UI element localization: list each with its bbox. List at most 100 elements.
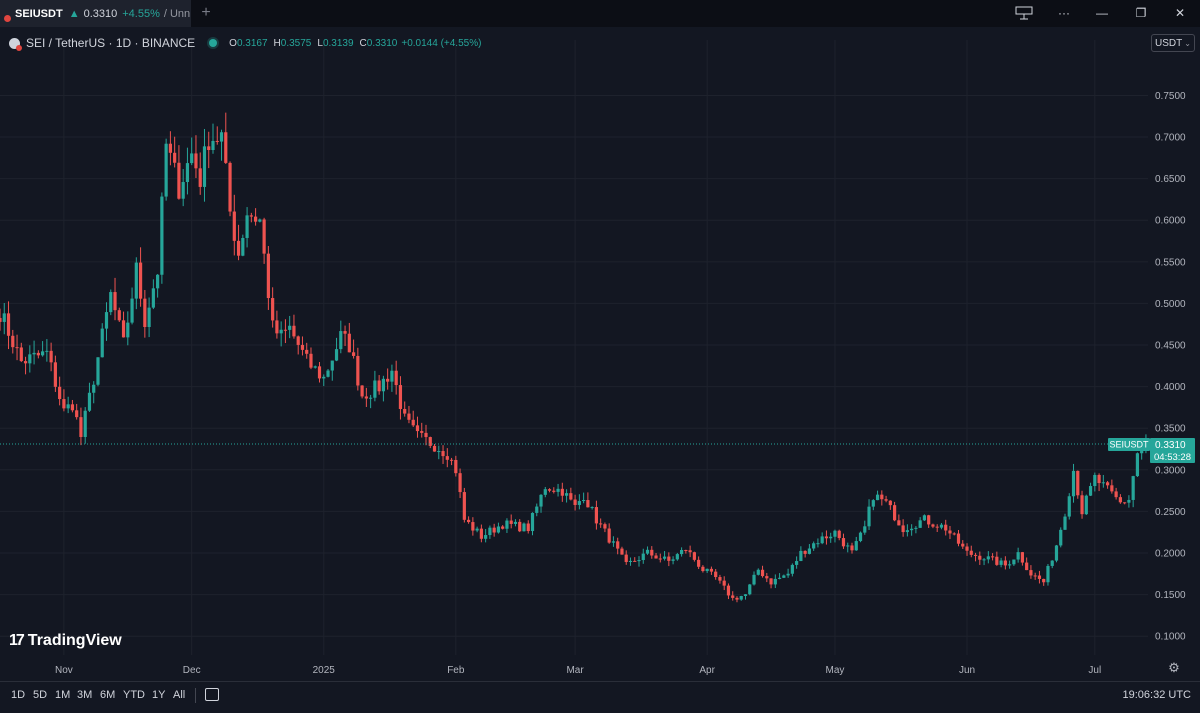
range-ytd[interactable]: YTD <box>123 689 145 701</box>
candle-body <box>535 506 539 513</box>
candle-body <box>901 525 905 533</box>
candle-body <box>381 378 385 392</box>
candle-body <box>735 597 739 600</box>
candle-body <box>1131 476 1135 500</box>
range-3m[interactable]: 3M <box>77 689 93 701</box>
candle-body <box>863 526 867 533</box>
range-all[interactable]: All <box>173 689 186 701</box>
candle-body <box>726 585 731 596</box>
calendar-icon[interactable] <box>205 688 219 701</box>
candle-body <box>714 571 718 578</box>
candle-body <box>1025 562 1029 571</box>
candle-body <box>147 307 151 327</box>
candle-body <box>41 351 45 356</box>
y-tick-label: 0.4500 <box>1155 341 1186 352</box>
candle-body <box>1059 529 1063 546</box>
candle-body <box>181 182 185 199</box>
candle-body <box>232 211 236 241</box>
candle-body <box>858 532 863 542</box>
candle-body <box>705 568 709 572</box>
new-tab-icon[interactable]: + <box>201 4 211 21</box>
utc-clock[interactable]: 19:06:32 UTC <box>1122 689 1191 701</box>
candle-body <box>812 543 816 549</box>
candle-body <box>228 162 232 212</box>
candle-body <box>948 530 952 534</box>
candle-body <box>275 320 279 334</box>
candle-body <box>688 550 692 553</box>
candle-body <box>795 561 799 565</box>
candle-body <box>569 493 573 500</box>
candle-body <box>479 528 483 539</box>
range-1y[interactable]: 1Y <box>152 689 166 701</box>
candle-body <box>496 526 501 533</box>
y-tick-label: 0.3500 <box>1155 424 1186 435</box>
candle-body <box>343 331 347 334</box>
restore-icon[interactable]: ❐ <box>1135 6 1147 20</box>
candle-body <box>990 556 995 558</box>
candle-body <box>202 146 207 187</box>
range-5d[interactable]: 5D <box>33 689 48 701</box>
candle-body <box>1008 564 1012 566</box>
candle-body <box>769 578 773 585</box>
candle-body <box>394 370 398 386</box>
candle-body <box>164 143 168 197</box>
candle-body <box>999 560 1003 565</box>
more-icon[interactable]: ··· <box>1058 6 1070 20</box>
x-tick-label: Apr <box>699 665 715 676</box>
candle-body <box>258 219 262 222</box>
candle-body <box>790 564 794 574</box>
symbol-title[interactable]: SEI / TetherUS · 1D · BINANCE <box>26 36 196 50</box>
range-1d[interactable]: 1D <box>11 689 26 701</box>
candle-body <box>799 550 803 562</box>
candle-body <box>739 596 743 600</box>
range-1m[interactable]: 1M <box>55 689 71 701</box>
candle-body <box>292 325 296 337</box>
candle-body <box>300 344 305 350</box>
candle-body <box>1127 499 1131 503</box>
range-6m[interactable]: 6M <box>100 689 116 701</box>
candle-body <box>445 456 449 460</box>
candle-body <box>918 520 922 528</box>
layout-icon[interactable] <box>1009 3 1039 23</box>
candle-body <box>420 431 424 433</box>
candle-body <box>151 288 155 308</box>
candle-body <box>1101 482 1105 484</box>
candle-body <box>645 549 650 554</box>
candle-body <box>509 520 513 524</box>
candle-body <box>637 560 641 562</box>
candle-body <box>526 523 530 532</box>
candle-body <box>266 253 270 299</box>
candle-body <box>441 451 445 457</box>
candle-body <box>492 527 496 533</box>
candle-body <box>36 352 40 356</box>
candle-body <box>488 527 492 536</box>
close-icon[interactable]: ✕ <box>1174 6 1186 20</box>
candle-body <box>283 329 288 331</box>
candle-body <box>1080 495 1084 515</box>
currency-select[interactable]: USDT ⌄ <box>1151 34 1195 52</box>
bottom-toolbar: 1D 5D 1M 3M 6M YTD 1Y All 19:06:32 UTC <box>0 681 1200 709</box>
candle-body <box>271 298 275 321</box>
candle-body <box>245 215 249 238</box>
minimize-icon[interactable]: — <box>1096 6 1108 20</box>
candle-body <box>364 396 368 399</box>
tradingview-mark-icon: 17 <box>9 632 25 649</box>
candle-body <box>1050 560 1054 566</box>
candle-body <box>931 524 935 527</box>
candle-body <box>1046 565 1050 583</box>
candle-body <box>833 530 837 537</box>
candle-body <box>219 132 224 142</box>
candle-body <box>965 546 969 551</box>
candle-body <box>66 404 70 409</box>
chart-tab[interactable]: SEIUSDT ▲ 0.3310 +4.55% / Unn... <box>0 0 191 27</box>
candle-body <box>432 445 437 452</box>
candle-body <box>560 488 564 496</box>
candle-body <box>377 380 381 392</box>
settings-icon[interactable]: ⚙ <box>1168 660 1180 675</box>
candle-body <box>160 196 164 275</box>
y-tick-label: 0.5000 <box>1155 299 1186 310</box>
price-chart[interactable]: 0.7500 0.7000 0.6500 0.6000 0.5500 0.5000 0.45… <box>0 0 1200 681</box>
candle-body <box>611 541 616 543</box>
candle-body <box>1106 482 1110 486</box>
candle-body <box>624 554 628 562</box>
